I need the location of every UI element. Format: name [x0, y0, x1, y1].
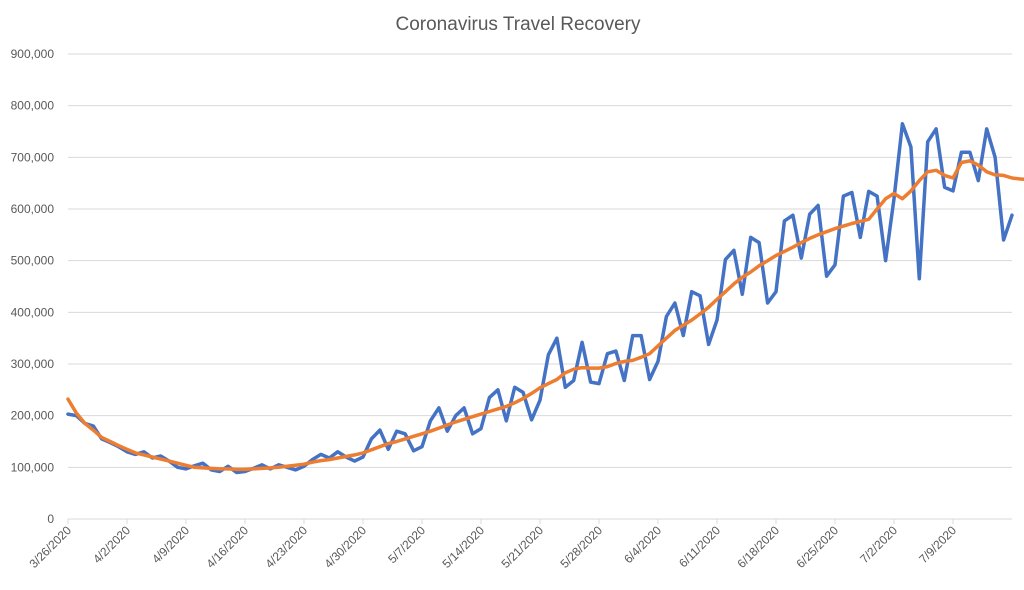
series-layer — [66, 122, 1024, 475]
x-tick-label: 7/2/2020 — [857, 523, 900, 566]
y-tick-label: 800,000 — [11, 99, 55, 113]
x-tick-label: 5/7/2020 — [385, 523, 428, 566]
y-tick-label: 400,000 — [11, 305, 55, 319]
chart-title: Coronavirus Travel Recovery — [396, 14, 641, 35]
grid — [68, 53, 1012, 520]
x-tick-label: 4/2/2020 — [90, 523, 133, 566]
x-tick-label: 5/28/2020 — [557, 523, 605, 571]
y-tick-label: 500,000 — [11, 254, 55, 268]
series-2-line — [66, 159, 1024, 472]
x-tick-label: 7/9/2020 — [916, 523, 959, 566]
x-tick-label: 4/9/2020 — [149, 523, 192, 566]
x-tick-label: 6/25/2020 — [793, 523, 841, 571]
y-axis-ticks: 0 100,000 200,000 300,000 400,000 500,000 600,… — [11, 47, 55, 526]
y-tick-label: 700,000 — [11, 150, 55, 164]
y-tick-label: 300,000 — [11, 357, 55, 371]
x-axis-ticks: 3/26/2020 4/2/2020 4/9/2020 4/16/2020 4/23/2… — [26, 519, 959, 571]
y-tick-label: 100,000 — [11, 460, 55, 474]
x-tick-label: 3/26/2020 — [26, 523, 74, 571]
y-tick-label: 900,000 — [11, 47, 55, 61]
x-tick-label: 6/18/2020 — [734, 523, 782, 571]
x-tick-label: 6/4/2020 — [621, 523, 664, 566]
x-tick-label: 5/21/2020 — [498, 523, 546, 571]
x-tick-label: 4/30/2020 — [321, 523, 369, 571]
series-1-line — [66, 122, 1014, 475]
y-tick-label: 0 — [47, 512, 54, 526]
y-tick-label: 600,000 — [11, 202, 55, 216]
x-tick-label: 4/16/2020 — [203, 523, 251, 571]
x-tick-label: 6/11/2020 — [676, 523, 723, 570]
y-tick-label: 200,000 — [11, 409, 55, 423]
x-tick-label: 4/23/2020 — [262, 523, 310, 571]
x-tick-label: 5/14/2020 — [439, 523, 487, 571]
